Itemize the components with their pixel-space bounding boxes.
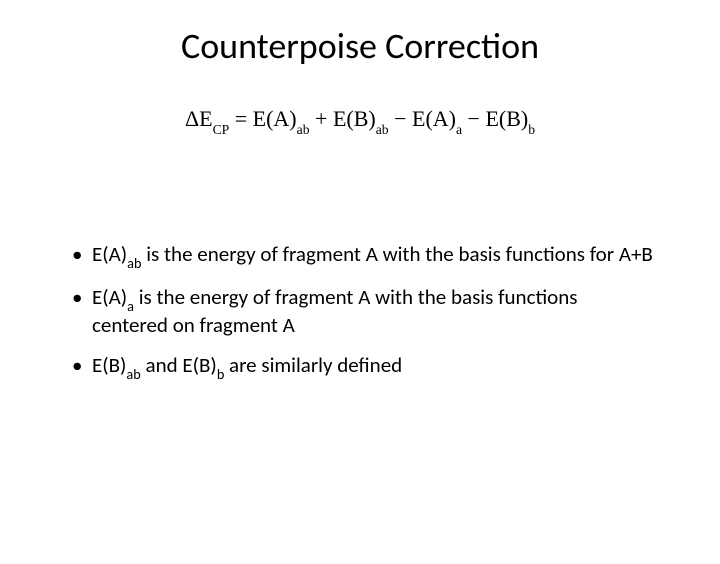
eq-sub-cp: CP	[213, 122, 230, 137]
bullet-post: is the energy of fragment A with the bas…	[141, 241, 652, 267]
bullet-item: E(B)ab and E(B)b are similarly defined	[64, 353, 656, 382]
eq-minus2: −	[462, 106, 485, 131]
eq-minus1: −	[389, 106, 412, 131]
eq-EBb-sub: b	[528, 122, 535, 137]
eq-EAab-sub: ab	[297, 122, 310, 137]
eq-EBab-pre: E(B)	[333, 106, 376, 131]
bullet-pre: E(A)	[92, 241, 127, 267]
bullet-sub2: b	[217, 365, 225, 383]
eq-EBab-sub: ab	[376, 122, 389, 137]
bullet-sub: ab	[127, 254, 141, 272]
bullet-pre: E(A)	[92, 284, 127, 310]
eq-plus: +	[310, 106, 333, 131]
bullet-pre2: E(B)	[182, 352, 216, 378]
eq-equals: =	[229, 106, 252, 131]
bullet-pre: E(B)	[92, 352, 126, 378]
bullet-post: is the energy of fragment A with the bas…	[92, 284, 577, 339]
eq-EAab-pre: E(A)	[253, 106, 297, 131]
bullet-post: are similarly defined	[224, 352, 402, 378]
bullet-item: E(A)a is the energy of fragment A with t…	[64, 285, 656, 339]
slide: Counterpoise Correction ΔECP = E(A)ab + …	[0, 24, 720, 564]
counterpoise-equation: ΔECP = E(A)ab + E(B)ab − E(A)a − E(B)b	[0, 106, 720, 135]
eq-delta: Δ	[185, 106, 199, 131]
bullet-sub: ab	[126, 365, 140, 383]
eq-EAa-sub: a	[456, 122, 462, 137]
bullet-sub: a	[127, 297, 134, 315]
page-title: Counterpoise Correction	[0, 24, 720, 68]
eq-EAa-pre: E(A)	[412, 106, 456, 131]
bullet-item: E(A)ab is the energy of fragment A with …	[64, 242, 656, 271]
eq-EBb-pre: E(B)	[485, 106, 528, 131]
eq-E: E	[199, 106, 212, 131]
bullet-list: E(A)ab is the energy of fragment A with …	[64, 242, 656, 381]
bullet-mid: and	[141, 352, 183, 378]
